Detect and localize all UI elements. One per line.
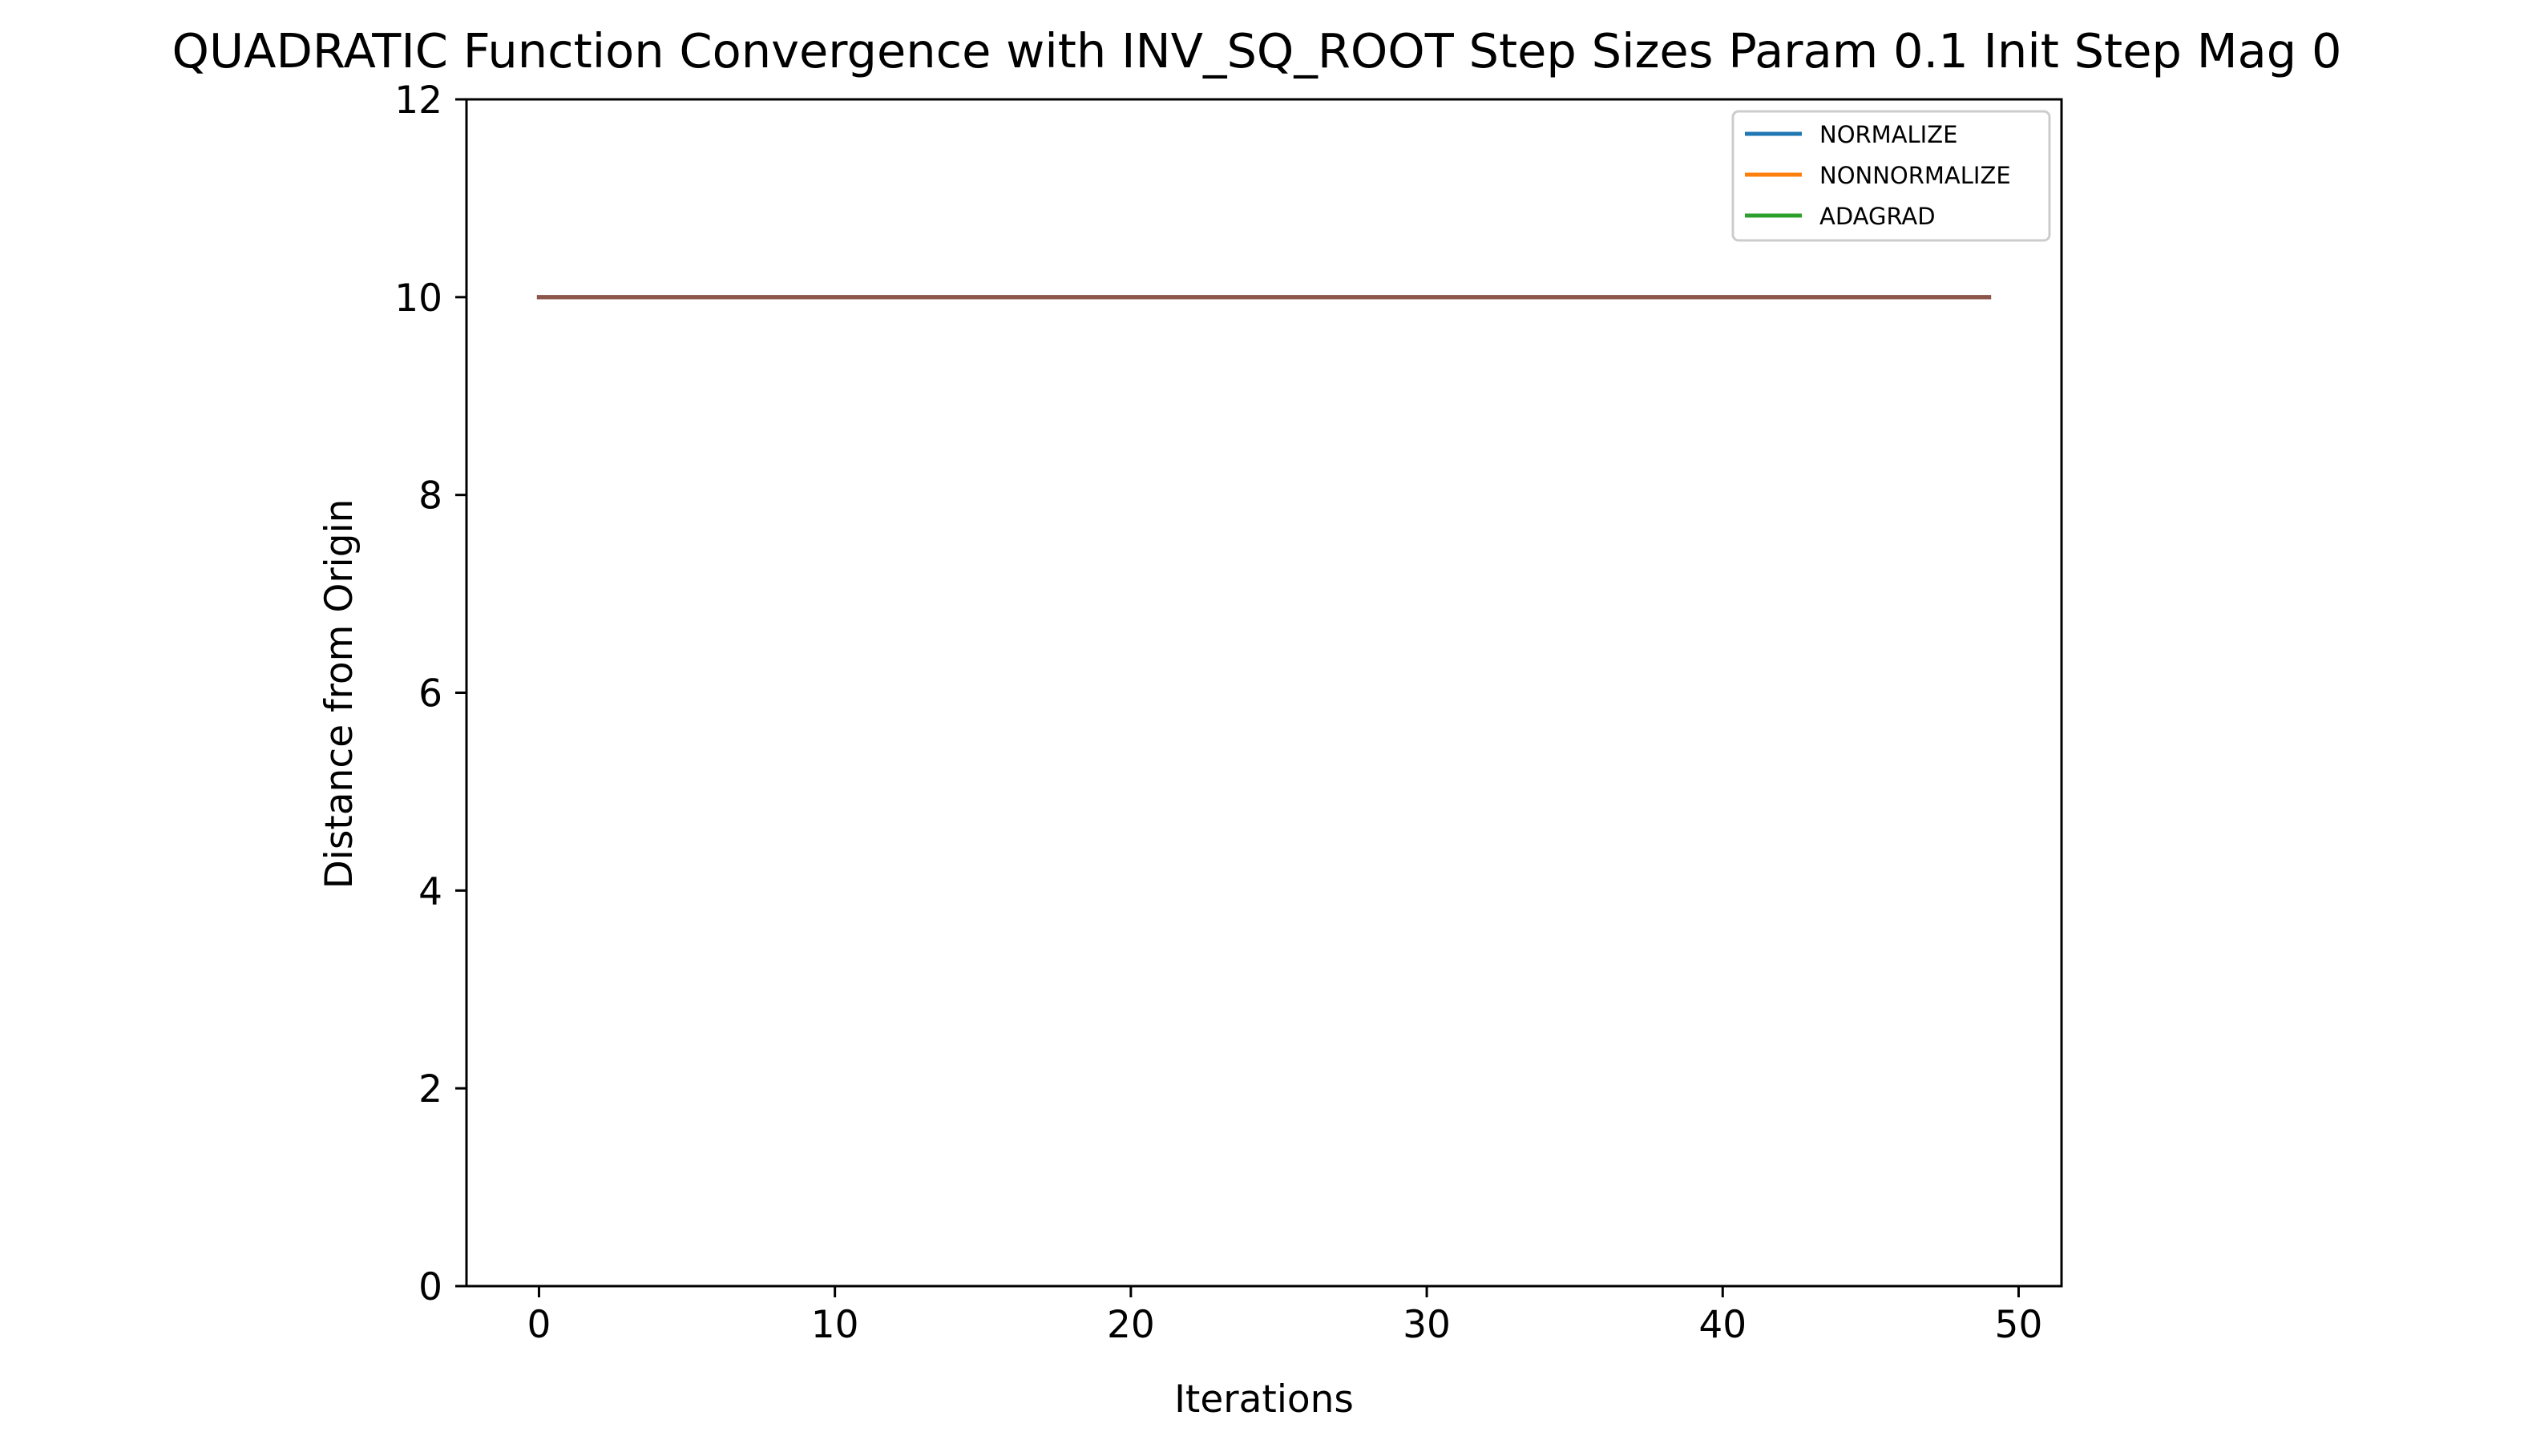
x-axis: 0 10 20 30 40 50 xyxy=(527,1286,2043,1347)
legend-frame xyxy=(1731,110,2051,242)
legend-label-normalize: NORMALIZE xyxy=(1819,121,1957,148)
y-tick-label: 6 xyxy=(418,672,442,716)
y-tick-label: 12 xyxy=(394,79,442,123)
legend-items: NORMALIZE NONNORMALIZE ADAGRAD xyxy=(1745,121,2011,230)
x-tick-label: 30 xyxy=(1403,1303,1451,1347)
x-tick-label: 20 xyxy=(1107,1303,1155,1347)
y-tick-label: 0 xyxy=(418,1265,442,1309)
x-tick-label: 10 xyxy=(811,1303,859,1347)
chart-title: QUADRATIC Function Convergence with INV_… xyxy=(172,23,2342,79)
legend-label-adagrad: ADAGRAD xyxy=(1819,203,1936,230)
x-tick-label: 0 xyxy=(527,1303,551,1347)
x-tick-label: 40 xyxy=(1698,1303,1747,1347)
legend-label-nonnormalize: NONNORMALIZE xyxy=(1819,162,2011,189)
y-tick-label: 10 xyxy=(394,276,442,321)
y-tick-label: 4 xyxy=(418,869,442,914)
y-tick-label: 8 xyxy=(418,474,442,518)
x-axis-label: Iterations xyxy=(1174,1377,1354,1422)
legend: NORMALIZE NONNORMALIZE ADAGRAD xyxy=(1731,110,2051,242)
x-tick-label: 50 xyxy=(1995,1303,2043,1347)
y-axis-label: Distance from Origin xyxy=(317,499,361,889)
y-tick-label: 2 xyxy=(418,1067,442,1111)
y-axis: 0 2 4 6 8 10 12 xyxy=(394,79,466,1309)
plot-frame xyxy=(465,98,2063,1288)
